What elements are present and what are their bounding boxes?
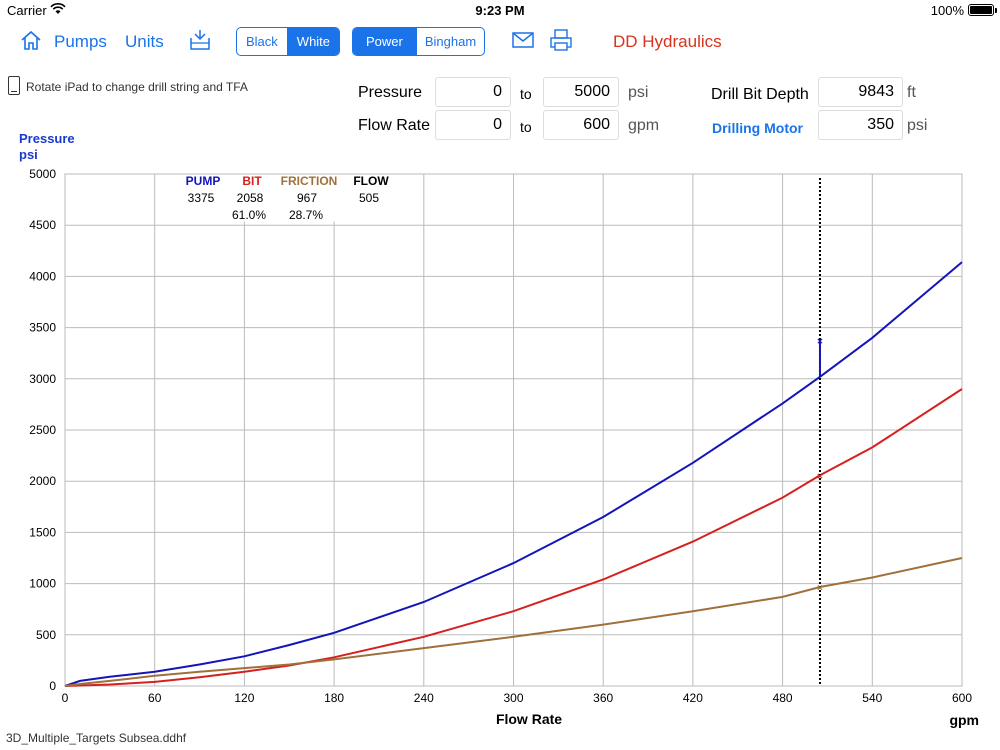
readout-header: FLOW	[353, 174, 389, 188]
x-tick-label: 60	[148, 691, 162, 705]
y-tick-label: 4000	[29, 269, 56, 283]
readout-value: 2058	[237, 191, 264, 205]
x-tick-label: 300	[503, 691, 523, 705]
readout-value: 3375	[188, 191, 215, 205]
battery-icon	[968, 4, 997, 16]
pressure-to-field[interactable]: 5000	[543, 77, 619, 107]
flow-from-field[interactable]: 0	[435, 110, 511, 140]
open-file-icon[interactable]	[188, 29, 212, 56]
friction-marker: ×	[817, 583, 823, 594]
pressure-label: Pressure	[358, 84, 423, 101]
home-icon[interactable]	[20, 29, 42, 56]
x-tick-label: 240	[414, 691, 434, 705]
rotate-hint: Rotate iPad to change drill string and T…	[26, 80, 248, 94]
y-tick-label: 0	[49, 679, 56, 693]
x-tick-label: 0	[62, 691, 69, 705]
ipad-icon	[8, 76, 20, 95]
y-tick-label: 2500	[29, 423, 56, 437]
series-line-pump	[64, 261, 963, 687]
pressure-flow-chart[interactable]: 0 60 120 180 240 300 360 420 480 540 600 0 500 1000 15…	[0, 160, 1000, 730]
toolbar: Pumps Units Black White Power Bingham DD…	[0, 22, 1000, 62]
clock: 9:23 PM	[475, 3, 525, 18]
series-line-friction	[64, 557, 963, 687]
y-tick-label: 500	[36, 628, 56, 642]
readout-percent: 28.7%	[289, 208, 323, 222]
theme-black-button[interactable]: Black	[246, 34, 278, 49]
x-tick-label: 480	[773, 691, 793, 705]
readout-header: PUMP	[186, 174, 221, 188]
y-tick-label: 3000	[29, 372, 56, 386]
wifi-icon	[50, 3, 66, 18]
flow-label: Flow Rate	[358, 117, 431, 134]
file-name: 3D_Multiple_Targets Subsea.ddhf	[6, 731, 187, 745]
carrier-label: Carrier	[7, 3, 47, 18]
theme-white-button[interactable]: White	[286, 28, 340, 55]
readout-value: 505	[359, 191, 379, 205]
y-tick-label: 1500	[29, 525, 56, 539]
model-toggle: Power Bingham	[352, 27, 486, 56]
mail-icon[interactable]	[512, 32, 534, 53]
x-tick-label: 420	[683, 691, 703, 705]
y-tick-label: 3500	[29, 321, 56, 335]
x-tick-label: 600	[952, 691, 972, 705]
drilling-motor-button[interactable]: Drilling Motor	[712, 120, 803, 136]
pump-marker: ×	[817, 336, 823, 347]
flow-to-field[interactable]: 600	[543, 110, 619, 140]
y-axis-label: Pressure	[19, 131, 75, 146]
y-axis-title: Pressure psi	[19, 131, 75, 163]
y-axis-unit: psi	[19, 147, 38, 162]
readout-background	[172, 174, 419, 222]
readout-header: BIT	[242, 174, 262, 188]
depth-field[interactable]: 9843	[818, 77, 903, 107]
x-tick-label: 120	[234, 691, 254, 705]
print-icon[interactable]	[550, 29, 572, 56]
x-axis-unit: gpm	[949, 712, 979, 728]
bit-marker: ×	[817, 471, 823, 482]
series-line-bit	[64, 388, 963, 687]
x-axis-title: Flow Rate	[496, 711, 562, 727]
readout-value: 967	[297, 191, 317, 205]
x-tick-label: 540	[862, 691, 882, 705]
y-tick-label: 2000	[29, 474, 56, 488]
status-bar: Carrier 9:23 PM 100%	[0, 0, 1000, 20]
model-bingham-button[interactable]: Bingham	[415, 28, 484, 55]
model-power-button[interactable]: Power	[353, 28, 416, 55]
motor-field[interactable]: 350	[818, 110, 903, 140]
units-link[interactable]: Units	[125, 32, 164, 51]
flow-unit: gpm	[628, 117, 660, 134]
theme-toggle: Black White	[236, 27, 341, 56]
pressure-unit: psi	[628, 84, 649, 101]
x-tick-label: 180	[324, 691, 344, 705]
y-tick-label: 4500	[29, 218, 56, 232]
flow-to-label: to	[520, 119, 532, 135]
battery-percent: 100%	[930, 3, 964, 18]
readout-percent: 61.0%	[232, 208, 266, 222]
x-tick-label: 360	[593, 691, 613, 705]
depth-label: Drill Bit Depth	[711, 86, 809, 103]
pressure-to-label: to	[520, 86, 532, 102]
y-tick-label: 5000	[29, 167, 56, 181]
readout-header: FRICTION	[281, 174, 338, 188]
pumps-link[interactable]: Pumps	[54, 32, 107, 51]
motor-unit: psi	[907, 117, 928, 134]
pressure-from-field[interactable]: 0	[435, 77, 511, 107]
depth-unit: ft	[907, 84, 916, 101]
y-tick-label: 1000	[29, 577, 56, 591]
app-brand: DD Hydraulics	[613, 32, 722, 51]
